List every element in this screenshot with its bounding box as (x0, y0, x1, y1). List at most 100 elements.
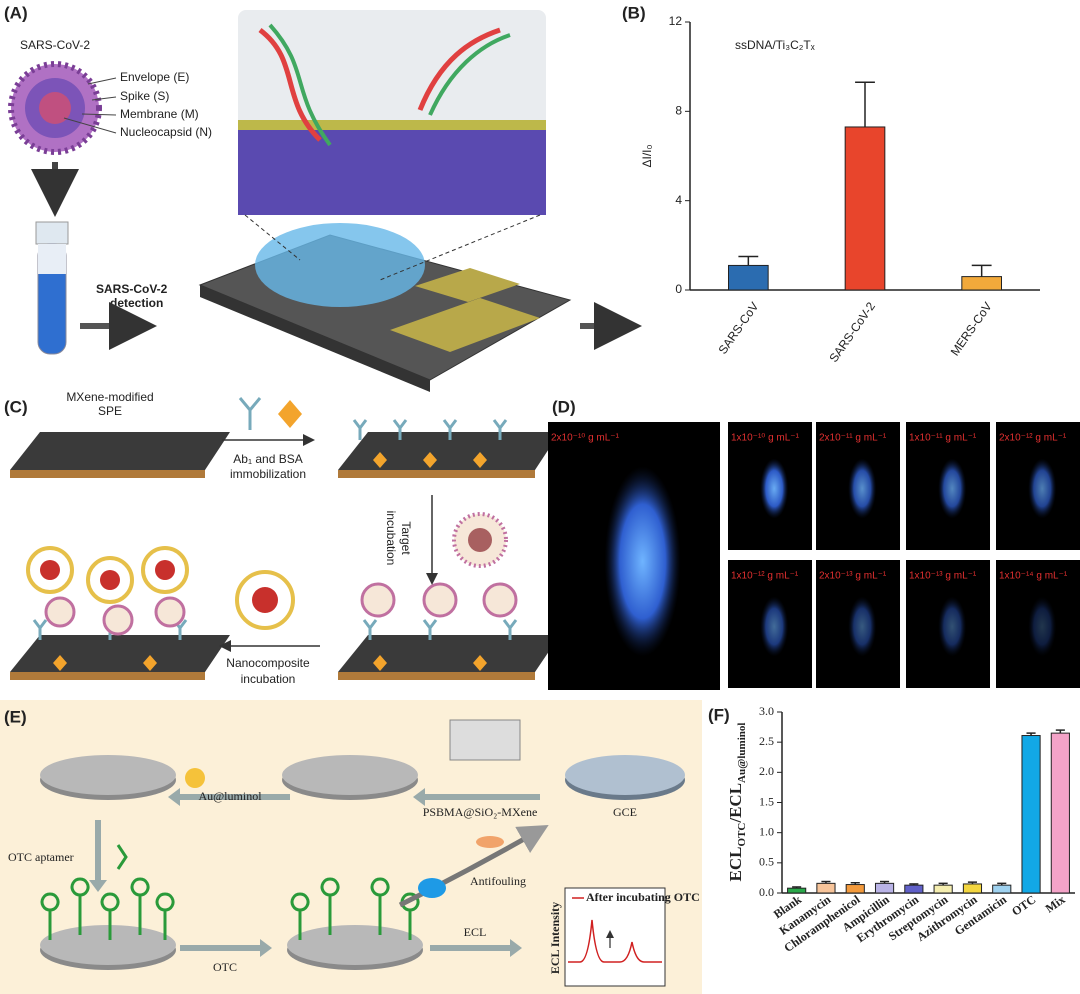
x-tick-label: OTC (1009, 892, 1038, 918)
ecl-spot (848, 596, 877, 657)
concentration-label: 1x10⁻¹⁴ g mL⁻¹ (999, 571, 1068, 582)
process-arrows (89, 788, 540, 957)
y-axis-label: ECLOTC/ECLAu@luminol (726, 723, 748, 882)
y-tick-label: 0 (675, 282, 682, 296)
y-axis-label-part: OTC (736, 823, 748, 847)
virus-icon (8, 61, 102, 155)
step-label: Antifouling (470, 874, 526, 888)
bar (874, 882, 895, 894)
bar (845, 884, 865, 894)
chart-f: 0.00.51.01.52.02.53.0BlankKanamycinChlor… (726, 704, 1075, 955)
bar (933, 884, 953, 894)
panel-label: (A) (4, 3, 28, 22)
electrode-label: SPE (98, 404, 122, 418)
part-label: Nucleocapsid (N) (120, 125, 212, 139)
concentration-label: 1x10⁻¹² g mL⁻¹ (731, 571, 799, 582)
y-tick-label: 8 (675, 104, 682, 118)
bacteria-icon (476, 836, 504, 848)
y-axis-label-part: Au@luminol (736, 723, 748, 783)
chart-b: 0 4 8 12 SARS-CoV SARS-CoV-2 MERS-CoV ssDNA/Ti₃… (640, 14, 1040, 365)
x-tick-label: SARS-CoV (715, 300, 761, 357)
bar (1050, 732, 1070, 894)
panel-label: (D) (552, 397, 576, 416)
concentration-label: 2x10⁻¹³ g mL⁻¹ (819, 571, 887, 582)
bar (1021, 735, 1041, 894)
detection-label: SARS-CoV-2 (96, 282, 168, 296)
concentration-label: 1x10⁻¹¹ g mL⁻¹ (909, 433, 977, 444)
part-label: Membrane (M) (120, 107, 199, 121)
ecl-spot (760, 458, 789, 519)
step-label: GCE (613, 805, 637, 819)
concentration-label: 2x10⁻¹⁰ g mL⁻¹ (551, 433, 620, 444)
ecl-spot (604, 466, 681, 657)
sensor-chip (198, 223, 572, 392)
concentration-label: 2x10⁻¹² g mL⁻¹ (999, 433, 1067, 444)
bar (962, 883, 983, 894)
y-tick-label: 12 (669, 14, 683, 28)
concentration-label: 1x10⁻¹⁰ g mL⁻¹ (731, 433, 800, 444)
step-label: ECL (464, 925, 487, 939)
x-tick-label: SARS-CoV-2 (826, 299, 878, 365)
bar (992, 884, 1012, 894)
bar (961, 276, 1002, 291)
y-tick-label: 3.0 (759, 704, 774, 718)
bar (787, 887, 807, 894)
concentration-label: 2x10⁻¹¹ g mL⁻¹ (819, 433, 887, 444)
ecl-spot (1028, 596, 1057, 657)
y-tick-label: 2.0 (759, 764, 774, 778)
y-axis-label-part: ECL (726, 846, 745, 881)
step-label: incubation (241, 672, 296, 686)
panel-label: (F) (708, 705, 730, 724)
y-tick-label: 0.5 (759, 855, 774, 869)
electrode-discs (40, 719, 685, 970)
bar (844, 126, 886, 291)
y-tick-label: 1.0 (759, 824, 774, 838)
ecl-spot (938, 458, 967, 519)
step-label: Target (399, 521, 413, 555)
electrodes (10, 432, 560, 680)
y-axis-label: ΔI/I₀ (640, 144, 654, 167)
x-tick-label: Mix (1043, 892, 1068, 915)
protein-icon (418, 878, 446, 898)
step-label: Nanocomposite (226, 656, 310, 670)
callout-lines (63, 77, 117, 134)
y-tick-label: 0.0 (759, 885, 774, 899)
aptamer-icons (40, 844, 420, 940)
panel-label: (E) (4, 707, 27, 726)
axis-label: ECL Intensity (548, 902, 562, 974)
ecl-images: 2x10⁻¹⁰ g mL⁻¹ 1x10⁻¹⁰ g mL⁻¹ 2x10⁻¹¹ g mL… (548, 422, 1080, 690)
nanoparticles (26, 512, 518, 636)
sample-tube (35, 221, 69, 355)
ecl-spot (848, 458, 877, 519)
bsa-icons (53, 400, 487, 671)
panel-label: (C) (4, 397, 28, 416)
concentration-label: 1x10⁻¹³ g mL⁻¹ (909, 571, 977, 582)
ecl-spot (1028, 458, 1057, 519)
electrode-label: MXene-modified (66, 390, 153, 404)
bar (904, 884, 924, 894)
virus-title: SARS-CoV-2 (20, 38, 90, 52)
step-label: OTC aptamer (8, 850, 74, 864)
bar (816, 882, 836, 894)
antifouling-arrow (398, 825, 549, 908)
part-label: Envelope (E) (120, 70, 189, 84)
step-label: immobilization (230, 467, 306, 481)
legend-label: After incubating OTC (586, 890, 700, 904)
ecl-spot (938, 596, 967, 657)
step-label: PSBMA@SiO₂-MXene (423, 805, 538, 819)
step-label: Ab₁ and BSA (233, 452, 302, 466)
ecl-spot (760, 596, 789, 657)
y-tick-label: 1.5 (759, 794, 774, 808)
step-label: Au@luminol (198, 789, 262, 803)
ecl-plot-icon (564, 887, 666, 987)
part-label: Spike (S) (120, 89, 169, 103)
inset-view (238, 10, 546, 281)
detection-label: detection (110, 296, 163, 310)
y-axis-label-part: /ECL (726, 783, 745, 824)
panel-label: (B) (622, 3, 646, 22)
bar (728, 264, 769, 291)
y-tick-label: 4 (675, 193, 682, 207)
step-label: incubation (384, 511, 398, 566)
y-tick-label: 2.5 (759, 734, 774, 748)
